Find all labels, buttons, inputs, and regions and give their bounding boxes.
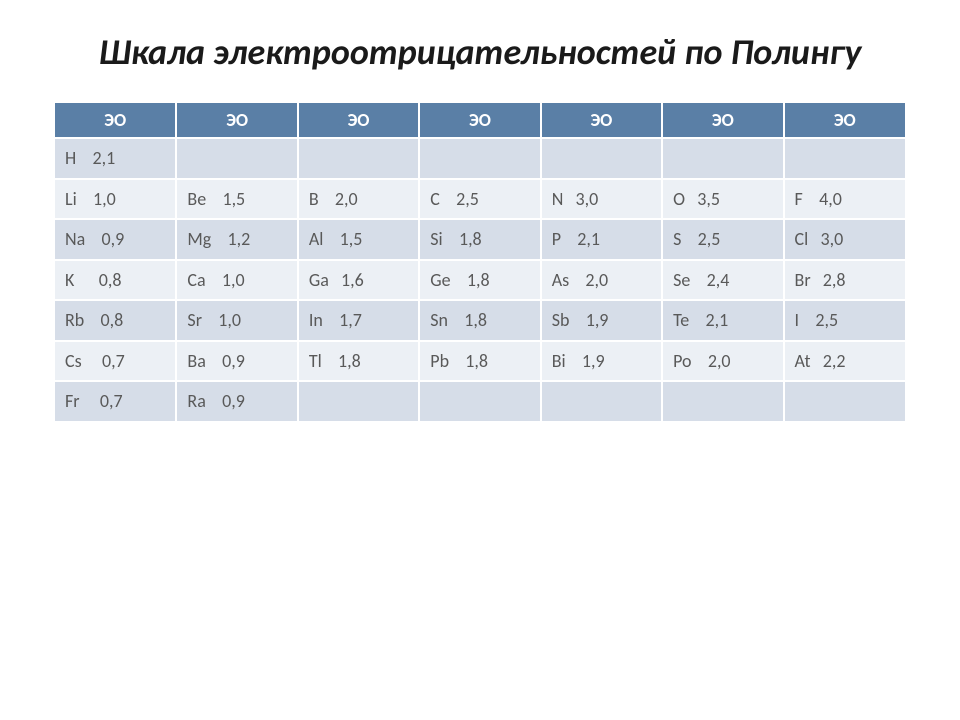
table-cell <box>176 138 297 179</box>
table-cell: As 2,0 <box>541 260 662 301</box>
table-row: K 0,8 Ca 1,0 Ga 1,6 Ge 1,8 As 2,0 Se 2,4… <box>55 260 905 301</box>
table-cell: Se 2,4 <box>662 260 783 301</box>
table-cell: P 2,1 <box>541 219 662 260</box>
table-cell: Bi 1,9 <box>541 341 662 382</box>
table-cell: Fr 0,7 <box>55 381 176 422</box>
table-cell: Tl 1,8 <box>298 341 419 382</box>
table-row: Cs 0,7 Ba 0,9 Tl 1,8 Pb 1,8 Bi 1,9 Po 2,… <box>55 341 905 382</box>
table-row: Rb 0,8 Sr 1,0 In 1,7 Sn 1,8 Sb 1,9 Te 2,… <box>55 300 905 341</box>
table-cell: K 0,8 <box>55 260 176 301</box>
header-cell: ЭО <box>298 103 419 138</box>
table-body: H 2,1 Li 1,0 Be 1,5 B 2,0 C 2,5 N 3,0 O … <box>55 138 905 422</box>
header-cell: ЭО <box>176 103 297 138</box>
table-cell: Pb 1,8 <box>419 341 540 382</box>
table-header-row: ЭО ЭО ЭО ЭО ЭО ЭО ЭО <box>55 103 905 138</box>
table-cell: At 2,2 <box>784 341 905 382</box>
table-row: Na 0,9 Mg 1,2 Al 1,5 Si 1,8 P 2,1 S 2,5 … <box>55 219 905 260</box>
table-cell: In 1,7 <box>298 300 419 341</box>
header-cell: ЭО <box>419 103 540 138</box>
table-cell: Na 0,9 <box>55 219 176 260</box>
table-cell: Sr 1,0 <box>176 300 297 341</box>
table-cell: C 2,5 <box>419 179 540 220</box>
table-cell: Li 1,0 <box>55 179 176 220</box>
header-cell: ЭО <box>784 103 905 138</box>
table-cell: Ge 1,8 <box>419 260 540 301</box>
table-cell <box>662 381 783 422</box>
table-cell <box>784 138 905 179</box>
table-row: H 2,1 <box>55 138 905 179</box>
table-cell: Al 1,5 <box>298 219 419 260</box>
table-cell: Si 1,8 <box>419 219 540 260</box>
header-cell: ЭО <box>541 103 662 138</box>
table-cell <box>541 138 662 179</box>
table-cell: S 2,5 <box>662 219 783 260</box>
table-cell <box>784 381 905 422</box>
slide: Шкала электроотрицательностей по Полингу… <box>0 0 960 720</box>
table-row: Li 1,0 Be 1,5 B 2,0 C 2,5 N 3,0 O 3,5 F … <box>55 179 905 220</box>
table-cell: Rb 0,8 <box>55 300 176 341</box>
table-cell: H 2,1 <box>55 138 176 179</box>
table-cell: O 3,5 <box>662 179 783 220</box>
table-cell: I 2,5 <box>784 300 905 341</box>
table-cell: Ga 1,6 <box>298 260 419 301</box>
table-cell <box>662 138 783 179</box>
header-cell: ЭО <box>662 103 783 138</box>
table-cell: Ca 1,0 <box>176 260 297 301</box>
table-cell: Cl 3,0 <box>784 219 905 260</box>
table-cell: Te 2,1 <box>662 300 783 341</box>
table-cell: Mg 1,2 <box>176 219 297 260</box>
table-cell: Sn 1,8 <box>419 300 540 341</box>
table-cell: Br 2,8 <box>784 260 905 301</box>
header-cell: ЭО <box>55 103 176 138</box>
table-cell <box>419 138 540 179</box>
table-cell <box>298 381 419 422</box>
table-cell: N 3,0 <box>541 179 662 220</box>
table-cell: Ra 0,9 <box>176 381 297 422</box>
table-cell: Ba 0,9 <box>176 341 297 382</box>
electronegativity-table: ЭО ЭО ЭО ЭО ЭО ЭО ЭО H 2,1 Li 1,0 <box>55 103 905 423</box>
table-cell: B 2,0 <box>298 179 419 220</box>
table-cell: Be 1,5 <box>176 179 297 220</box>
table-cell <box>541 381 662 422</box>
table-cell: F 4,0 <box>784 179 905 220</box>
page-title: Шкала электроотрицательностей по Полингу <box>55 30 905 75</box>
table-cell: Sb 1,9 <box>541 300 662 341</box>
table-cell: Po 2,0 <box>662 341 783 382</box>
table-row: Fr 0,7 Ra 0,9 <box>55 381 905 422</box>
table-cell <box>419 381 540 422</box>
table-cell: Cs 0,7 <box>55 341 176 382</box>
table-cell <box>298 138 419 179</box>
